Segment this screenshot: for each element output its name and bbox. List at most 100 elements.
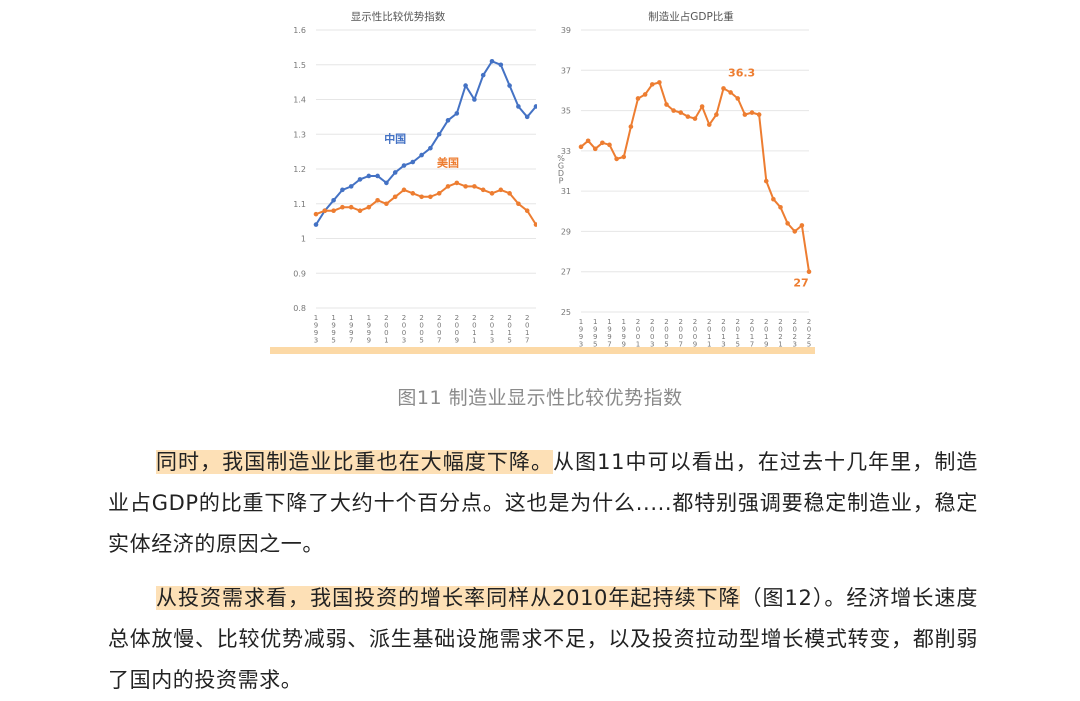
data-point	[357, 177, 363, 182]
data-point	[771, 196, 776, 202]
data-point	[445, 184, 451, 189]
data-point	[785, 221, 790, 226]
data-point	[472, 184, 477, 189]
data-point	[340, 204, 345, 210]
data-point	[592, 146, 598, 152]
paragraph-investment: 从投资需求看，我国投资的增长率同样从2010年起持续下降（图12）。经济增长速度…	[108, 578, 978, 701]
data-point	[498, 62, 504, 68]
rca-chart-title: 显示性比较优势指数	[351, 10, 446, 23]
data-point	[313, 222, 319, 227]
data-point	[410, 191, 416, 196]
y-tick-label: 1.2	[293, 165, 306, 174]
gdp-share-chart-panel: 制造业占GDP比重 25 27 29 31 33 35 37 39 1 9 9 3 1 9 9 5 1 9 9 7 1 9…	[543, 0, 815, 350]
data-point	[313, 211, 319, 217]
data-point	[763, 178, 769, 184]
data-point	[480, 72, 486, 78]
figure-bottom-bar	[270, 347, 815, 354]
data-point	[600, 140, 605, 146]
y-tick-label: 25	[561, 308, 571, 317]
data-point	[516, 104, 521, 109]
data-point	[366, 173, 372, 179]
data-point	[685, 114, 691, 119]
data-point	[357, 208, 363, 213]
data-point	[664, 102, 669, 107]
data-point	[614, 156, 619, 162]
y-tick-label: 1.4	[293, 96, 306, 105]
data-point	[463, 83, 468, 88]
data-point	[322, 208, 328, 213]
data-point	[621, 154, 627, 160]
data-point	[384, 201, 389, 207]
data-point	[524, 114, 530, 120]
data-point	[331, 208, 336, 213]
data-point	[463, 184, 468, 189]
data-point	[410, 159, 416, 165]
highlighted-sentence: 从投资需求看，我国投资的增长率同样从2010年起持续下降	[156, 586, 741, 610]
series-line	[315, 60, 537, 226]
data-point	[392, 170, 398, 175]
data-point	[472, 97, 477, 102]
series-label: 美国	[437, 155, 459, 169]
y-tick-label: 39	[561, 26, 571, 35]
data-point	[419, 152, 424, 158]
rca-chart-panel: 显示性比较优势指数 0.8 0.9 1 1.1 1.2 1.3 1.4 1.5 1.6 1 9 9 3 1…	[270, 0, 539, 350]
data-point	[749, 110, 755, 115]
data-point	[778, 204, 783, 210]
data-point	[706, 122, 712, 127]
y-tick-label: 31	[561, 187, 571, 196]
data-point	[516, 201, 521, 207]
y-tick-label: 0.9	[293, 269, 306, 278]
data-point	[578, 144, 584, 150]
data-point	[489, 191, 495, 196]
data-point	[642, 92, 648, 97]
data-point	[628, 124, 634, 129]
data-point	[445, 118, 451, 123]
data-point	[419, 194, 424, 200]
data-point	[585, 138, 591, 144]
paragraph-manufacturing: 同时，我国制造业比重也在大幅度下降。从图11中可以看出，在过去十几年里，制造业占…	[108, 442, 978, 565]
gdp-share-chart-title: 制造业占GDP比重	[648, 10, 734, 23]
data-point	[436, 191, 442, 196]
paragraph-text: 从图11中可以看出，在过去十几年里，制造业占GDP的比重下降了大约十个百分点。这…	[108, 450, 978, 556]
data-point	[401, 187, 407, 193]
data-point	[428, 145, 433, 151]
data-point	[524, 208, 530, 213]
data-point	[507, 83, 512, 88]
data-point	[489, 58, 495, 64]
data-point	[699, 104, 705, 109]
y-axis-label: % G D P	[557, 154, 565, 186]
data-point	[375, 197, 380, 203]
data-point	[607, 142, 612, 148]
data-point	[635, 96, 641, 101]
y-tick-label: 27	[561, 268, 571, 277]
data-annotation: 36.3	[728, 66, 755, 79]
highlighted-sentence: 同时，我国制造业比重也在大幅度下降。	[156, 450, 554, 474]
paragraph-text: （图12）。经济增长速度总体放慢、比较优势减弱、派生基础设施需求不足，以及投资拉…	[108, 586, 978, 692]
data-point	[678, 110, 684, 115]
data-point	[428, 194, 433, 200]
rca-chart: 显示性比较优势指数 0.8 0.9 1 1.1 1.2 1.3 1.4 1.5 1.6 1 9 9 3 1…	[293, 10, 539, 345]
y-tick-label: 1.5	[293, 61, 306, 70]
